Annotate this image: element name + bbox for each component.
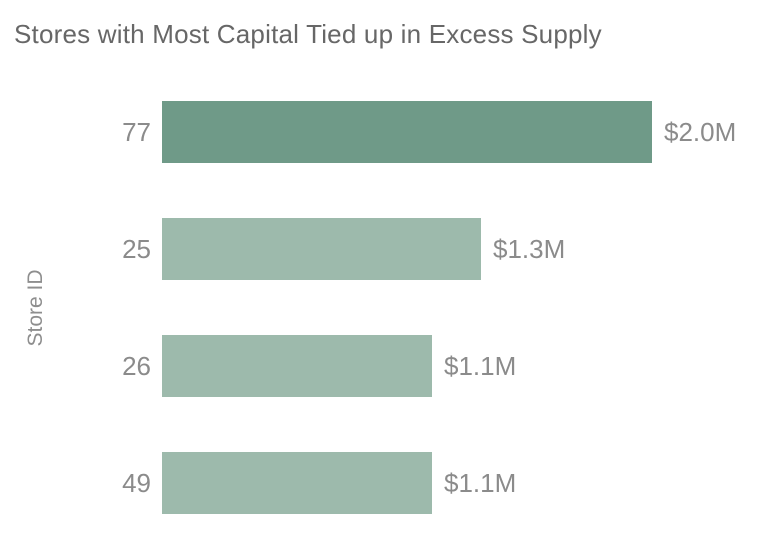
value-label: $1.1M [444,467,517,498]
bar-row: 26 $1.1M [0,335,516,397]
bar[interactable] [162,101,652,163]
chart-title: Stores with Most Capital Tied up in Exce… [14,19,602,49]
value-label: $1.3M [493,233,566,264]
bar[interactable] [162,335,432,397]
bar-row: 49 $1.1M [0,452,516,514]
value-label: $2.0M [664,116,737,147]
bar-row: 77 $2.0M [0,101,736,163]
bar[interactable] [162,452,432,514]
category-label: 25 [122,233,151,264]
category-label: 26 [122,350,151,381]
category-label: 77 [122,116,151,147]
value-label: $1.1M [444,350,517,381]
category-label: 49 [122,467,151,498]
bar[interactable] [162,218,481,280]
bar-row: 25 $1.3M [0,218,565,280]
